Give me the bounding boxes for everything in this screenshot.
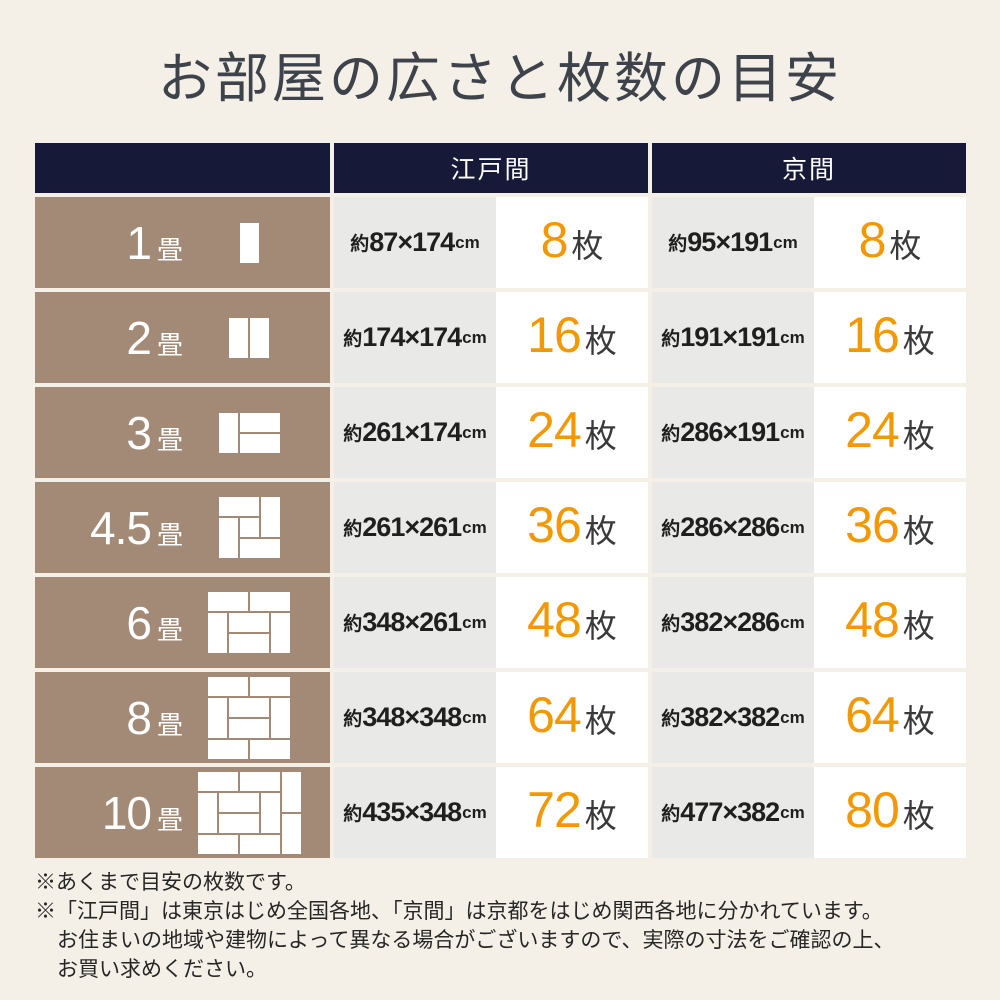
tatami-count: 1 <box>126 216 152 269</box>
edoma-dimension: 約 261×174 cm <box>334 387 496 478</box>
kyoma-dimension: 約 286×286 cm <box>652 482 814 573</box>
edoma-sheet-count: 16 枚 <box>496 292 648 383</box>
edoma-sheet-count: 64 枚 <box>496 672 648 763</box>
tatami-count: 4.5 <box>90 501 152 554</box>
edoma-dimension: 約 174×174 cm <box>334 292 496 383</box>
kyoma-sheet-count: 80 枚 <box>814 767 966 858</box>
edoma-sheet-count: 24 枚 <box>496 387 648 478</box>
kyoma-dimension: 約 477×382 cm <box>652 767 814 858</box>
note-line: お住まいの地域や建物によって異なる場合がございますので、実際の寸法をご確認の上、 <box>57 929 895 952</box>
tatami-layout-icon <box>208 592 290 653</box>
row-label-4-5jo: 4.5 畳 <box>35 482 330 573</box>
header-empty-cell <box>35 143 330 193</box>
tatami-layout-icon <box>218 412 280 453</box>
edoma-sheet-count: 72 枚 <box>496 767 648 858</box>
note-line: ※「江戸間」は東京はじめ全国各地、「京間」は京都をはじめ関西各地に分かれています… <box>35 900 883 923</box>
tatami-layout-icon <box>229 317 269 358</box>
table-row: 4.5 畳 約 261×261 cm 36 枚 約 286×286 cm 36 枚 <box>35 482 966 573</box>
kyoma-sheet-count: 36 枚 <box>814 482 966 573</box>
edoma-dimension: 約 348×261 cm <box>334 577 496 668</box>
kyoma-dimension: 約 95×191 cm <box>652 197 814 288</box>
edoma-sheet-count: 48 枚 <box>496 577 648 668</box>
note-line: ※あくまで目安の枚数です。 <box>35 871 306 894</box>
tatami-layout-icon <box>197 771 301 854</box>
tatami-count: 6 <box>126 596 152 649</box>
header-kyoma: 京間 <box>652 143 966 193</box>
edoma-dimension: 約 435×348 cm <box>334 767 496 858</box>
header-edoma: 江戸間 <box>334 143 648 193</box>
tatami-unit: 畳 <box>156 519 183 550</box>
tatami-layout-icon <box>218 497 280 558</box>
tatami-unit: 畳 <box>156 329 183 360</box>
tatami-unit: 畳 <box>156 424 183 455</box>
edoma-dimension: 約 348×348 cm <box>334 672 496 763</box>
tatami-count: 2 <box>126 311 152 364</box>
edoma-dimension: 約 261×261 cm <box>334 482 496 573</box>
tatami-unit: 畳 <box>156 234 183 265</box>
tatami-layout-icon <box>208 676 290 759</box>
tatami-unit: 畳 <box>156 709 183 740</box>
kyoma-sheet-count: 48 枚 <box>814 577 966 668</box>
kyoma-dimension: 約 191×191 cm <box>652 292 814 383</box>
tatami-unit: 畳 <box>156 614 183 645</box>
tatami-count: 10 <box>101 786 152 839</box>
tatami-layout-icon <box>239 222 259 263</box>
kyoma-dimension: 約 382×382 cm <box>652 672 814 763</box>
edoma-dimension: 約 87×174 cm <box>334 197 496 288</box>
tatami-count: 8 <box>126 691 152 744</box>
footnotes: ※あくまで目安の枚数です。 ※「江戸間」は東京はじめ全国各地、「京間」は京都をは… <box>35 868 1000 984</box>
tatami-unit: 畳 <box>156 804 183 835</box>
kyoma-sheet-count: 24 枚 <box>814 387 966 478</box>
kyoma-sheet-count: 64 枚 <box>814 672 966 763</box>
row-label-10jo: 10 畳 <box>35 767 330 858</box>
page-title: お部屋の広さと枚数の目安 <box>158 49 842 109</box>
table-header-row: 江戸間 京間 <box>35 143 966 193</box>
kyoma-dimension: 約 286×191 cm <box>652 387 814 478</box>
table-row: 10 畳 約 435×348 cm 72 枚 約 477×382 cm 80 枚 <box>35 767 966 858</box>
edoma-sheet-count: 36 枚 <box>496 482 648 573</box>
tatami-count: 3 <box>126 406 152 459</box>
note-line: お買い求めください。 <box>57 958 267 981</box>
kyoma-sheet-count: 16 枚 <box>814 292 966 383</box>
kyoma-dimension: 約 382×286 cm <box>652 577 814 668</box>
